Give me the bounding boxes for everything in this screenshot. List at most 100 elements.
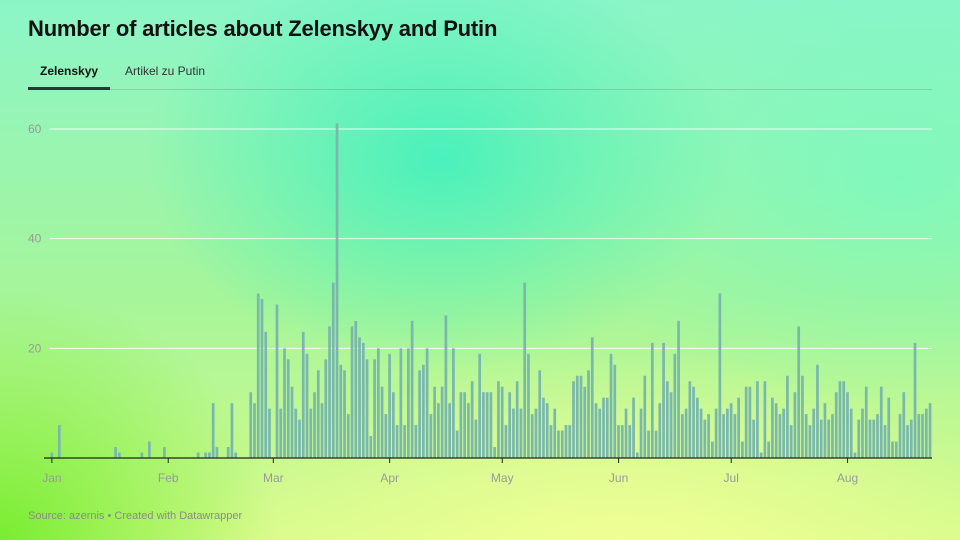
bar bbox=[114, 447, 117, 458]
bar bbox=[575, 375, 579, 458]
bar bbox=[861, 408, 864, 458]
bar bbox=[530, 414, 534, 458]
bar bbox=[298, 419, 301, 458]
bar bbox=[275, 304, 279, 458]
x-tick-label: May bbox=[491, 471, 514, 485]
bar bbox=[868, 419, 872, 458]
bar bbox=[485, 392, 489, 458]
bar bbox=[782, 408, 786, 458]
bar bbox=[654, 430, 658, 458]
bar bbox=[797, 326, 801, 458]
x-tick-label: Jul bbox=[724, 471, 739, 485]
bar bbox=[756, 381, 759, 458]
bar bbox=[444, 315, 448, 458]
bar bbox=[328, 326, 331, 458]
bar bbox=[253, 403, 256, 458]
bar bbox=[812, 408, 816, 458]
bar bbox=[354, 320, 358, 458]
tabs-divider bbox=[28, 89, 932, 90]
bar bbox=[748, 386, 752, 458]
bar bbox=[410, 320, 414, 458]
bar bbox=[452, 348, 455, 458]
bar bbox=[909, 419, 913, 458]
bar bbox=[294, 408, 298, 458]
bar bbox=[478, 353, 482, 458]
bar bbox=[455, 430, 459, 458]
bar bbox=[647, 430, 650, 458]
bar bbox=[658, 403, 662, 458]
bar bbox=[399, 348, 403, 458]
bar bbox=[508, 392, 512, 458]
bar bbox=[684, 408, 688, 458]
bar bbox=[440, 386, 444, 458]
bar bbox=[283, 348, 286, 458]
bar bbox=[808, 425, 812, 458]
bar bbox=[467, 403, 470, 458]
bar bbox=[163, 447, 166, 458]
bar bbox=[650, 342, 654, 458]
bar bbox=[744, 386, 748, 458]
bar bbox=[279, 408, 283, 458]
bar bbox=[834, 392, 838, 458]
bar bbox=[613, 364, 617, 458]
bar bbox=[677, 320, 680, 458]
bar bbox=[497, 381, 500, 458]
bar bbox=[320, 403, 324, 458]
bar bbox=[500, 386, 504, 458]
bar bbox=[519, 408, 523, 458]
bar bbox=[804, 414, 808, 458]
bar bbox=[523, 282, 527, 458]
x-tick-label: Apr bbox=[380, 471, 399, 485]
bar bbox=[617, 425, 620, 458]
tab-putin[interactable]: Artikel zu Putin bbox=[125, 64, 206, 78]
bar bbox=[403, 425, 406, 458]
bar bbox=[365, 359, 369, 458]
bar bbox=[609, 353, 613, 458]
bar bbox=[853, 452, 857, 458]
bar bbox=[373, 359, 376, 458]
bar bbox=[208, 452, 211, 458]
bar bbox=[786, 375, 789, 458]
bar bbox=[602, 397, 605, 458]
bar bbox=[579, 375, 583, 458]
bar bbox=[827, 419, 831, 458]
bar bbox=[831, 414, 834, 458]
bar bbox=[429, 414, 433, 458]
bar bbox=[620, 425, 624, 458]
bar bbox=[737, 397, 740, 458]
bar bbox=[422, 364, 425, 458]
bar bbox=[733, 414, 737, 458]
bar bbox=[857, 419, 861, 458]
bar bbox=[391, 392, 395, 458]
bar bbox=[665, 381, 669, 458]
bar bbox=[722, 414, 725, 458]
bar bbox=[463, 392, 467, 458]
bar bbox=[346, 414, 350, 458]
bar bbox=[793, 392, 797, 458]
bar bbox=[148, 441, 151, 458]
bar bbox=[57, 425, 61, 458]
bar bbox=[215, 447, 219, 458]
x-tick-label: Aug bbox=[837, 471, 858, 485]
bar bbox=[395, 425, 399, 458]
bar bbox=[718, 293, 722, 458]
bar bbox=[358, 337, 361, 458]
bar bbox=[527, 353, 530, 458]
bar bbox=[301, 331, 305, 458]
bar bbox=[767, 441, 771, 458]
bar bbox=[538, 370, 542, 458]
bar bbox=[789, 425, 793, 458]
bar bbox=[380, 386, 384, 458]
bar bbox=[50, 452, 54, 458]
bar bbox=[286, 359, 290, 458]
bar bbox=[414, 425, 418, 458]
bar bbox=[838, 381, 842, 458]
x-tick-label: Jan bbox=[42, 471, 61, 485]
tab-zelenskyy[interactable]: Zelenskyy bbox=[28, 64, 111, 90]
bar bbox=[226, 447, 230, 458]
bar bbox=[504, 425, 508, 458]
bar bbox=[898, 414, 902, 458]
bar bbox=[590, 337, 594, 458]
bar bbox=[707, 414, 710, 458]
bar bbox=[823, 403, 827, 458]
